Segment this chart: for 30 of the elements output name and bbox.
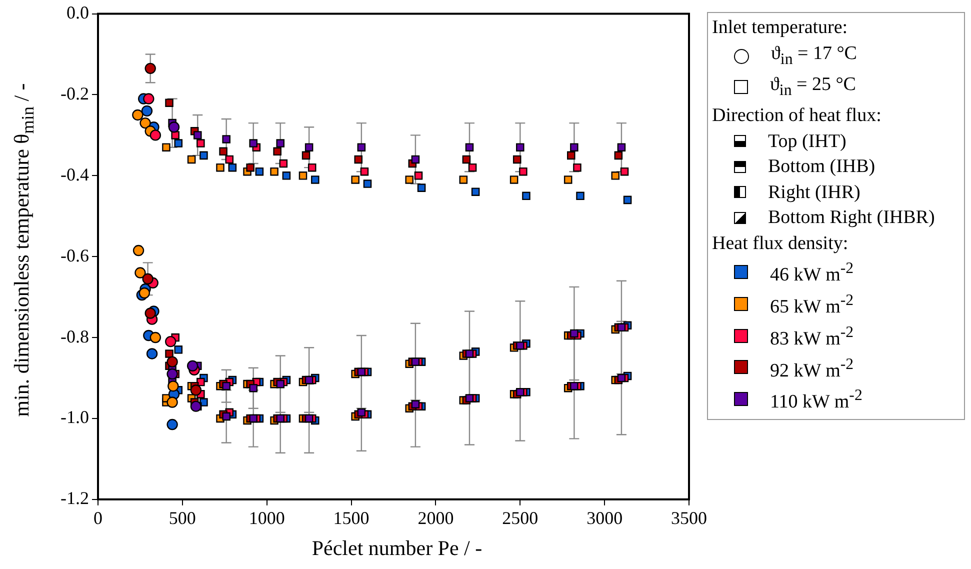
x-tick-label: 2000 (418, 508, 454, 528)
y-tick-label: -1.0 (60, 407, 89, 428)
y-tick-label: -0.2 (60, 83, 89, 104)
legend-label: 110 kW m$^{-2}$ (770, 386, 862, 415)
legend-label: 46 kW m$^{-2}$ (770, 259, 854, 288)
x-tick-label: 1500 (333, 508, 370, 528)
y-tick-label: -1.2 (60, 488, 89, 508)
text: Bottom Right (IHBR) (768, 206, 935, 230)
text: Direction of heat flux: (712, 104, 882, 128)
legend-label: 83 kW m$^{-2}$ (770, 322, 854, 352)
x-tick-label: 1000 (248, 508, 285, 528)
legend-label: 92 kW m$^{-2}$ (770, 354, 854, 383)
text: Bottom (IHB) (768, 155, 876, 180)
x-tick-label: 2500 (502, 508, 538, 528)
text: Top (IHT) (768, 130, 846, 154)
y-tick-label: -0.6 (60, 245, 89, 266)
text: ϑ$_{in}$ = 17 °C (771, 42, 857, 70)
text: Inlet temperature: (712, 16, 848, 40)
x-axis-title: Péclet number Pe / - (312, 536, 482, 561)
x-tick-label: 500 (168, 508, 196, 528)
legend-label: 65 kW m$^{-2}$ (770, 290, 854, 320)
text: Heat flux density: (712, 232, 848, 256)
x-tick-label: 3500 (671, 508, 707, 528)
y-tick-label: -0.8 (60, 326, 89, 346)
y-tick-label: 0.0 (66, 2, 89, 23)
text: Right (IHR) (768, 180, 860, 205)
x-tick-label: 3000 (586, 508, 623, 528)
text: ϑ$_{in}$ = 25 °C (770, 72, 856, 101)
x-tick-label: 0 (94, 508, 102, 528)
y-tick-label: -0.4 (60, 164, 89, 184)
